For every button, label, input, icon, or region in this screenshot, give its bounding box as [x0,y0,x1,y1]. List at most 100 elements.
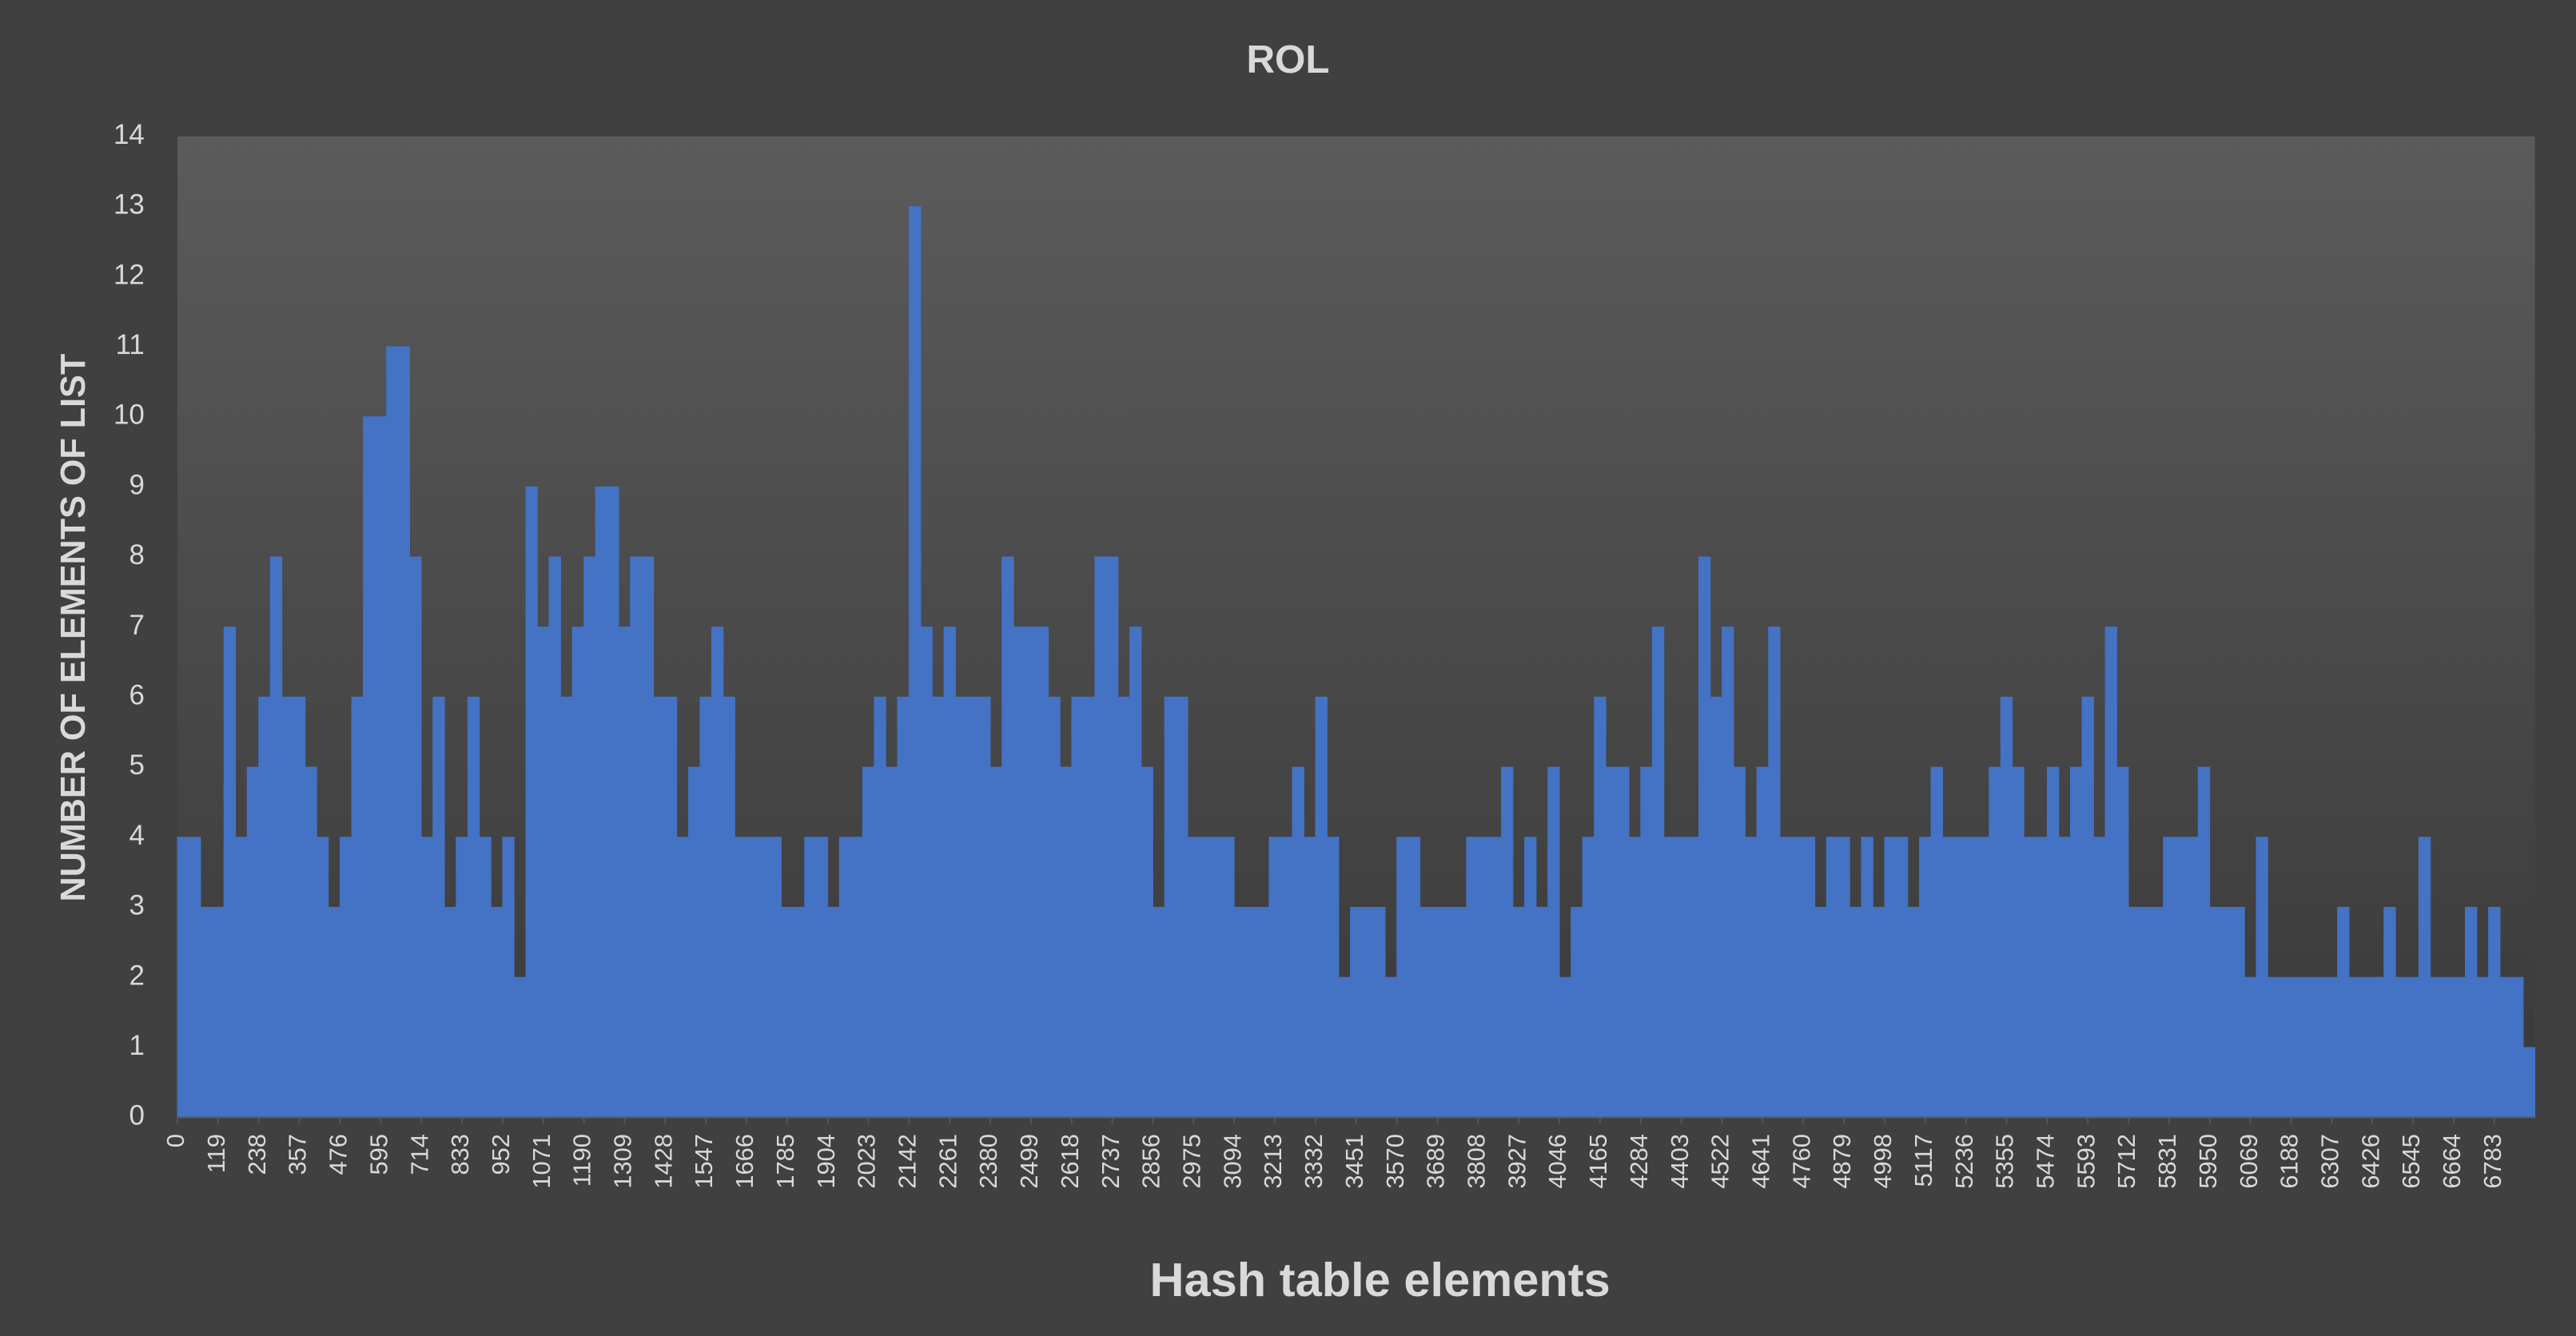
bar [2093,837,2106,1118]
bar [2291,976,2303,1118]
x-tick-label: 4641 [1747,1134,1775,1189]
x-tick-label: 1071 [528,1134,555,1189]
x-tick-label: 3808 [1463,1134,1491,1189]
bar [1861,837,1873,1118]
bar [1837,837,1850,1118]
bar [1686,837,1699,1118]
bar [479,837,492,1118]
bar [2220,906,2234,1118]
x-tick-label: 4284 [1625,1134,1653,1189]
bar [2453,976,2466,1118]
bar [2418,837,2431,1118]
bar [1825,837,1839,1118]
y-tick-label: 6 [129,680,144,711]
bar [827,906,840,1118]
bar [316,837,329,1118]
bar [258,696,271,1118]
bar [850,837,863,1118]
bar [1245,906,1258,1118]
bar [932,696,945,1118]
bar [2488,906,2501,1118]
x-tick-label: 714 [405,1134,433,1175]
bar [189,837,201,1118]
x-tick-label: 2499 [1015,1134,1043,1189]
x-tick-label: 4522 [1706,1134,1734,1189]
x-tick-label: 2975 [1178,1134,1206,1189]
x-tick-label: 3689 [1422,1134,1450,1189]
bar [1628,837,1642,1118]
bar [1477,837,1491,1118]
bar [781,906,794,1118]
bar [1594,696,1607,1118]
x-tick-label: 5712 [2112,1134,2140,1189]
bar [2395,976,2408,1118]
bar [1001,556,1014,1118]
y-tick-label: 9 [129,469,144,500]
x-tick-label: 357 [284,1134,312,1175]
x-tick-label: 5950 [2194,1134,2222,1189]
x-tick-label: 5236 [1950,1134,1978,1189]
bar [874,696,886,1118]
bar [838,837,852,1118]
bar [2023,837,2037,1118]
bar [1407,837,1421,1118]
x-tick-label: 4403 [1666,1134,1694,1189]
bar [328,906,340,1118]
x-tick-label: 5474 [2031,1134,2059,1189]
bar [1965,837,1978,1118]
y-tick-label: 11 [116,329,145,360]
bar [1338,976,1351,1118]
bar [200,906,213,1118]
x-tick-label: 4879 [1828,1134,1856,1189]
y-tick-label: 12 [113,259,145,290]
x-tick-label: 6545 [2397,1134,2425,1189]
x-tick-label: 6664 [2438,1134,2466,1189]
bar [1896,837,1909,1118]
x-tick-label: 4165 [1584,1134,1612,1189]
bar [641,556,655,1118]
bar [711,626,724,1118]
bar [1025,626,1037,1118]
bar [1489,837,1502,1118]
bar [2069,766,2083,1118]
bar [1013,626,1026,1118]
bar [1535,906,1548,1118]
bar [223,626,237,1118]
bar [943,626,956,1118]
bar [2302,976,2315,1118]
bar [1663,837,1676,1118]
x-tick-label: 4760 [1787,1134,1815,1189]
bar [664,696,678,1118]
bar [2348,976,2362,1118]
x-tick-label: 2618 [1056,1134,1084,1189]
bar [815,837,829,1118]
bar [1571,906,1583,1118]
bar [1802,837,1816,1118]
bar [548,556,561,1118]
bar [502,837,515,1118]
bar [2511,976,2524,1118]
bar [1361,906,1375,1118]
x-tick-label: 238 [243,1134,271,1175]
bar [618,626,631,1118]
bar [2255,837,2268,1118]
bar [1524,837,1537,1118]
bar [2244,976,2257,1118]
x-tick-label: 4998 [1869,1134,1897,1189]
bar [1849,906,1862,1118]
bar [1187,837,1200,1118]
x-tick-label: 2261 [934,1134,962,1189]
x-tick-label: 2142 [894,1134,922,1189]
bar [1431,906,1444,1118]
bar [1105,556,1119,1118]
x-tick-label: 595 [364,1134,392,1175]
bar [1582,837,1595,1118]
bar [177,837,189,1118]
bar [1222,837,1235,1118]
bar [1256,906,1270,1118]
bar [1082,696,1096,1118]
x-tick-label: 6307 [2315,1134,2343,1189]
bar [2174,837,2188,1118]
bar [2012,766,2025,1118]
bar [746,837,758,1118]
